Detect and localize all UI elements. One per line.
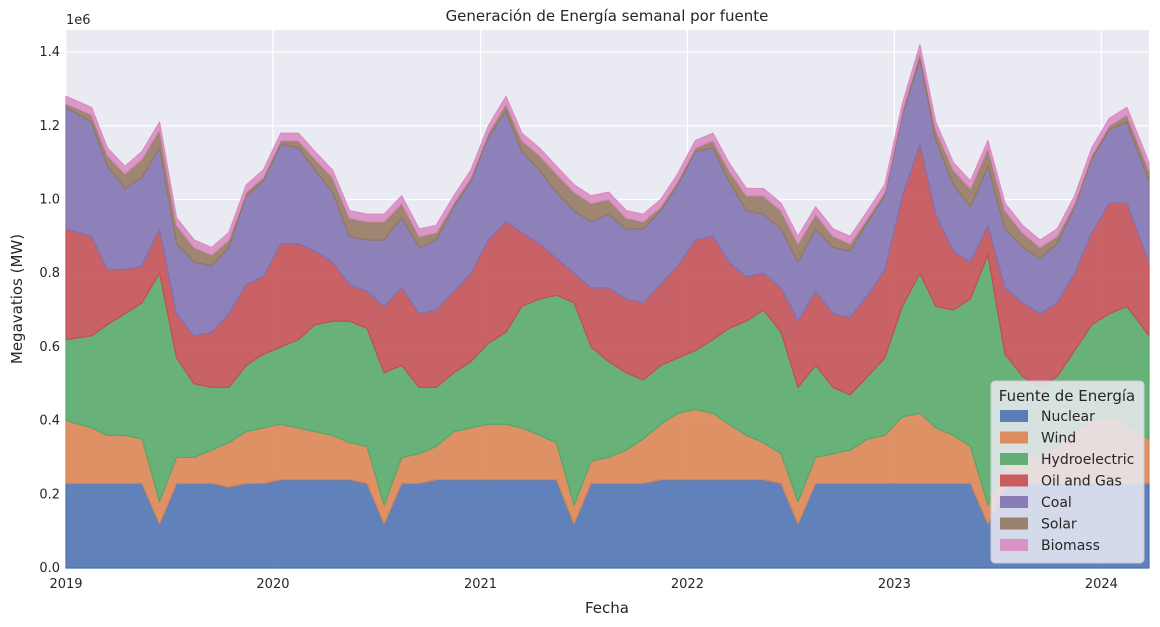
legend-label: Coal bbox=[1041, 495, 1072, 511]
legend: Fuente de Energía Nuclear Wind Hydroelectr… bbox=[990, 380, 1145, 564]
legend-swatch bbox=[1000, 453, 1028, 465]
legend-swatch bbox=[1000, 517, 1028, 530]
x-tick-label: 2020 bbox=[256, 577, 289, 592]
legend-label: Oil and Gas bbox=[1041, 474, 1122, 490]
chart-title: Generación de Energía semanal por fuente bbox=[446, 7, 769, 25]
legend-swatch bbox=[1000, 410, 1028, 422]
legend-swatch bbox=[1000, 474, 1028, 487]
x-tick-label: 2024 bbox=[1085, 577, 1118, 592]
x-axis-ticks: 2019 2020 2021 2022 2023 2024 bbox=[49, 577, 1117, 592]
legend-label: Wind bbox=[1041, 431, 1076, 447]
y-offset-label: 1e6 bbox=[66, 13, 91, 28]
legend-label: Nuclear bbox=[1041, 409, 1095, 425]
y-axis-ticks: 0.0 0.2 0.4 0.6 0.8 1.0 1.2 1.4 bbox=[39, 45, 60, 576]
legend-label: Biomass bbox=[1041, 538, 1100, 554]
x-tick-label: 2022 bbox=[671, 577, 704, 592]
legend-title: Fuente de Energía bbox=[999, 387, 1135, 405]
y-tick-label: 1.2 bbox=[39, 119, 60, 134]
legend-frame bbox=[990, 380, 1145, 564]
y-tick-label: 1.4 bbox=[39, 45, 60, 60]
y-tick-label: 0.6 bbox=[39, 340, 60, 355]
legend-items: Nuclear Wind Hydroelectric Oil and Gas Coal S… bbox=[1000, 409, 1134, 554]
legend-swatch bbox=[1000, 496, 1028, 508]
legend-label: Solar bbox=[1041, 517, 1077, 533]
y-axis-label: Megavatios (MW) bbox=[8, 234, 26, 364]
area-biomass bbox=[65, 44, 1150, 256]
legend-swatch bbox=[1000, 431, 1028, 444]
areas bbox=[65, 44, 1150, 569]
y-tick-label: 0.8 bbox=[39, 266, 60, 281]
x-tick-label: 2021 bbox=[464, 577, 497, 592]
x-tick-label: 2019 bbox=[49, 577, 82, 592]
y-tick-label: 1.0 bbox=[39, 193, 60, 208]
x-tick-label: 2023 bbox=[878, 577, 911, 592]
legend-swatch bbox=[1000, 539, 1028, 551]
y-tick-label: 0.2 bbox=[39, 487, 60, 502]
x-axis-label: Fecha bbox=[585, 599, 629, 617]
y-tick-label: 0.0 bbox=[39, 561, 60, 576]
legend-label: Hydroelectric bbox=[1041, 452, 1134, 468]
y-tick-label: 0.4 bbox=[39, 414, 60, 429]
